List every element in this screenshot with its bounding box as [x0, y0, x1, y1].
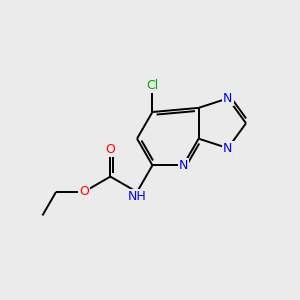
Text: N: N [178, 159, 188, 172]
Text: O: O [79, 185, 88, 199]
Text: Cl: Cl [146, 79, 159, 92]
Text: O: O [105, 143, 115, 156]
Text: N: N [223, 142, 232, 155]
Text: N: N [223, 92, 232, 105]
Text: NH: NH [128, 190, 146, 203]
